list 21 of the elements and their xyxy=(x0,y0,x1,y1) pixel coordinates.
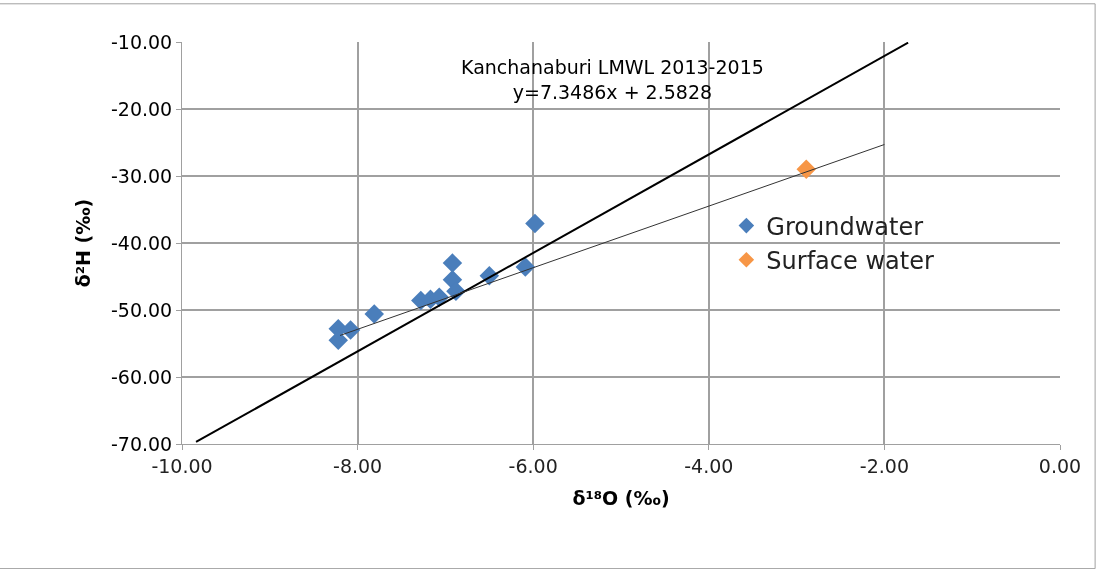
y-tick-label: -20.00 xyxy=(110,97,173,120)
legend-label: Groundwater xyxy=(766,212,924,241)
x-tick-label: -10.00 xyxy=(151,454,213,477)
y-tick-label: -30.00 xyxy=(110,164,173,187)
x-tick-label: -6.00 xyxy=(508,454,558,477)
y-axis-title: δ²H (‰) xyxy=(71,198,94,288)
point xyxy=(442,253,463,273)
y-tick-label: -70.00 xyxy=(110,432,173,455)
y-tick-label: -10.00 xyxy=(110,30,173,53)
x-tick-label: -4.00 xyxy=(684,454,734,477)
x-tick-label: -8.00 xyxy=(333,454,383,477)
x-tick-label: 0.00 xyxy=(1038,454,1082,477)
y-tick-label: -40.00 xyxy=(110,231,173,254)
y-tick-label: -50.00 xyxy=(110,298,173,321)
point xyxy=(525,213,545,234)
legend-label: Surface water xyxy=(766,247,934,276)
x-axis-title: δ¹⁸O (‰) xyxy=(572,486,670,509)
x-tick-label: -2.00 xyxy=(859,454,909,477)
y-tick-label: -60.00 xyxy=(110,365,173,388)
point xyxy=(364,304,385,324)
annotation: Kanchanaburi LMWL 2013-2015 y=7.3486x + 2.5828 xyxy=(461,56,764,103)
